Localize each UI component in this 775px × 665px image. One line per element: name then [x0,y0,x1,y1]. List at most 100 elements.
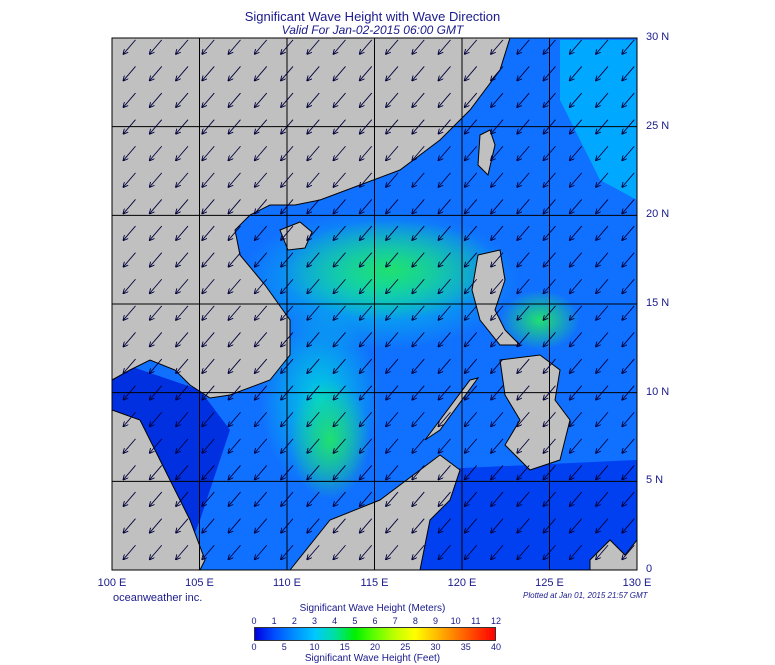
direction-arrow [202,278,215,293]
direction-arrow [570,332,583,346]
latitude-label: 10 N [646,385,670,398]
direction-arrow [622,332,635,346]
direction-arrow [517,225,530,240]
direction-arrow [465,491,478,506]
direction-arrow [150,358,163,373]
feet-tick-label: 30 [430,642,441,652]
direction-arrow [439,305,451,320]
direction-arrow [622,92,635,107]
direction-arrow [176,305,189,320]
direction-arrow [596,385,609,400]
direction-arrow [334,305,346,320]
sulawesi [589,539,637,570]
direction-arrow [570,411,583,426]
direction-arrow [255,305,268,320]
direction-arrow [360,39,373,54]
direction-arrow [622,385,635,400]
direction-arrow [544,66,556,80]
direction-arrow [386,385,399,400]
direction-arrow [255,358,268,373]
direction-arrow [124,358,136,373]
direction-arrow [307,544,320,559]
direction-arrow [202,199,215,213]
direction-arrow [124,39,136,54]
direction-arrow [517,305,530,320]
direction-arrow [491,39,504,54]
direction-arrow [517,411,530,426]
direction-arrow [150,66,163,80]
direction-arrow [412,544,425,559]
direction-arrow [281,465,294,479]
direction-arrow [229,544,241,559]
philippine-sea-core [500,290,580,350]
direction-arrow [465,438,478,453]
direction-arrow [491,465,504,479]
direction-arrow [360,252,373,267]
direction-arrow [439,252,451,267]
direction-arrow [150,199,163,213]
direction-arrow [622,278,635,293]
direction-arrow [412,411,425,426]
latitude-label: 20 N [646,208,670,221]
direction-arrow [439,491,451,506]
direction-arrow [596,332,609,346]
direction-arrow [386,66,399,80]
direction-arrow [544,305,556,320]
longitude-label: 110 E [273,577,301,589]
direction-arrow [255,172,268,187]
longitude-label: 100 E [97,577,127,589]
direction-arrow [386,225,399,240]
direction-arrow [124,119,136,134]
feet-tick-label: 40 [490,642,501,652]
direction-arrow [570,145,583,160]
direction-arrow [334,92,346,107]
direction-arrow [412,332,425,346]
direction-arrow [281,305,294,320]
direction-arrow [360,465,373,479]
direction-arrow [386,172,399,187]
direction-arrow [360,225,373,240]
direction-arrow [255,199,268,213]
direction-arrow [544,518,556,533]
direction-arrow [622,411,635,426]
direction-arrow [202,518,215,533]
direction-arrow [202,332,215,346]
direction-arrow [176,438,189,453]
direction-arrow [334,358,346,373]
direction-arrow [412,518,425,533]
wave-direction-arrows [124,39,635,559]
direction-arrow [124,385,136,400]
direction-arrow [229,305,241,320]
direction-arrow [465,332,478,346]
direction-arrow [176,278,189,293]
direction-arrow [202,305,215,320]
direction-arrow [386,332,399,346]
direction-arrow [124,465,136,479]
direction-arrow [465,278,478,293]
direction-arrow [307,358,320,373]
direction-arrow [386,491,399,506]
direction-arrow [176,358,189,373]
direction-arrow [360,385,373,400]
direction-arrow [255,385,268,400]
scs-south-core [290,380,370,500]
direction-arrow [465,385,478,400]
direction-arrow [491,225,504,240]
direction-arrow [281,119,294,134]
direction-arrow [439,358,451,373]
direction-arrow [307,199,320,213]
direction-arrow [307,278,320,293]
direction-arrow [255,491,268,506]
direction-arrow [124,199,136,213]
direction-arrow [412,66,425,80]
direction-arrow [544,438,556,453]
direction-arrow [150,119,163,134]
direction-arrow [360,518,373,533]
direction-arrow [202,385,215,400]
direction-arrow [570,199,583,213]
direction-arrow [491,92,504,107]
direction-arrow [465,544,478,559]
direction-arrow [544,385,556,400]
direction-arrow [491,119,504,134]
direction-arrow [229,39,241,54]
